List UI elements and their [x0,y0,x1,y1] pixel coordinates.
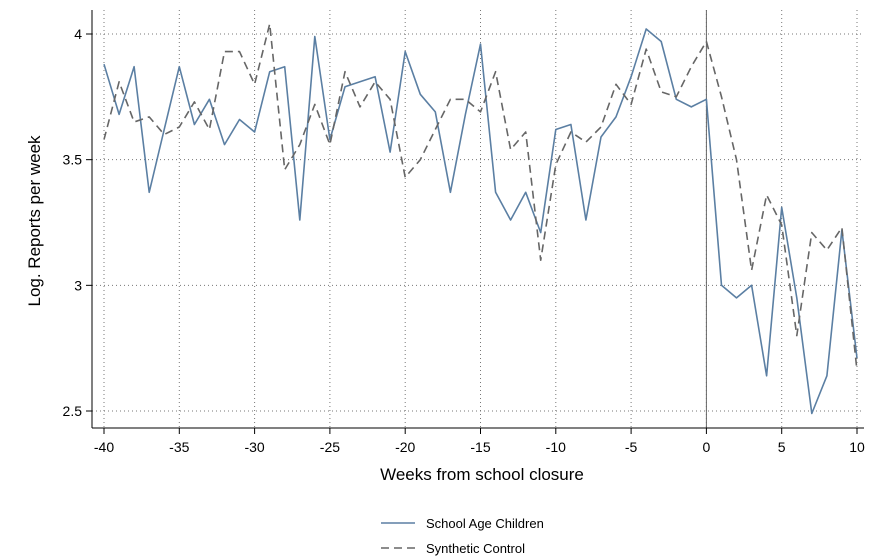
y-tick-label: 2.5 [63,403,83,419]
x-tick-label: 0 [703,439,711,455]
y-tick-label: 3 [74,277,82,293]
y-axis-title: Log. Reports per week [25,135,44,307]
y-tick-label: 4 [74,26,82,42]
y-ticks: 2.5 3 3.5 4 [63,26,92,419]
x-tick-label: -40 [94,439,114,455]
legend-label-synthetic-control: Synthetic Control [426,541,525,556]
legend-label-school-age-children: School Age Children [426,516,544,531]
x-tick-label: -30 [244,439,264,455]
legend: School Age Children Synthetic Control [381,516,544,556]
x-axis-title: Weeks from school closure [380,465,584,484]
y-tick-label: 3.5 [63,152,83,168]
x-tick-label: -25 [320,439,340,455]
x-tick-label: 5 [778,439,786,455]
series-line-synthetic-control [103,23,858,371]
x-tick-label: -10 [546,439,566,455]
x-tick-label: 10 [849,439,865,455]
series-line-school-age-children [103,28,858,415]
x-tick-label: -15 [470,439,490,455]
grid [92,10,864,428]
x-tick-label: -5 [625,439,638,455]
series-lines [103,23,858,415]
x-tick-label: -20 [395,439,415,455]
x-ticks: -40 -35 -30 -25 -20 -15 -10 -5 0 5 10 [94,428,865,455]
x-tick-label: -35 [169,439,189,455]
